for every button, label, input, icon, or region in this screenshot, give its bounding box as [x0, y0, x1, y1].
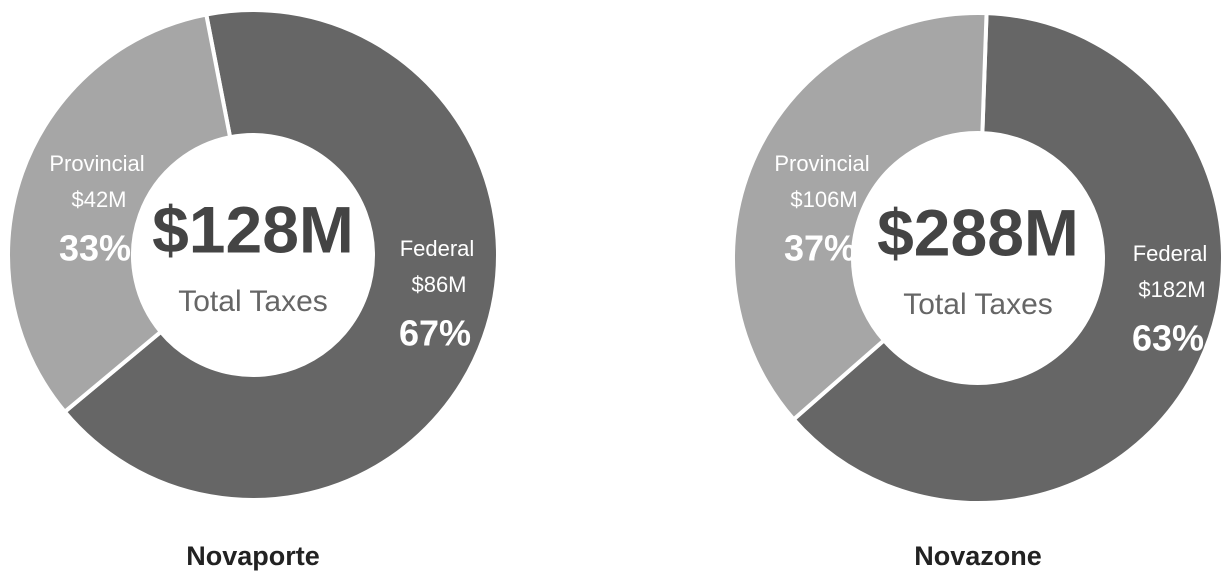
slice-category: Federal [400, 236, 475, 261]
donut-hole [855, 135, 1101, 381]
donut-slice [61, 8, 500, 502]
center-total: $288M [877, 195, 1079, 269]
slice-category: Provincial [49, 151, 144, 176]
center-sublabel: Total Taxes [903, 288, 1053, 321]
slice-category: Provincial [774, 151, 869, 176]
donut-slice [6, 12, 233, 415]
slice-amount: $42M [71, 187, 126, 212]
slice-percent: 33% [59, 228, 131, 269]
slice-amount: $182M [1138, 277, 1205, 302]
center-sublabel: Total Taxes [178, 285, 328, 318]
slice-amount: $86M [411, 272, 466, 297]
slice-percent: 37% [784, 228, 856, 269]
chart-title: Novazone [914, 541, 1042, 571]
donut-slice [731, 11, 989, 423]
slice-amount: $106M [790, 187, 857, 212]
center-total: $128M [152, 192, 354, 266]
slice-percent: 63% [1132, 318, 1204, 359]
donut-slice [790, 11, 1223, 505]
donut-hole [135, 137, 371, 373]
chart-title: Novaporte [186, 541, 320, 571]
slice-percent: 67% [399, 313, 471, 354]
slice-category: Federal [1133, 241, 1208, 266]
